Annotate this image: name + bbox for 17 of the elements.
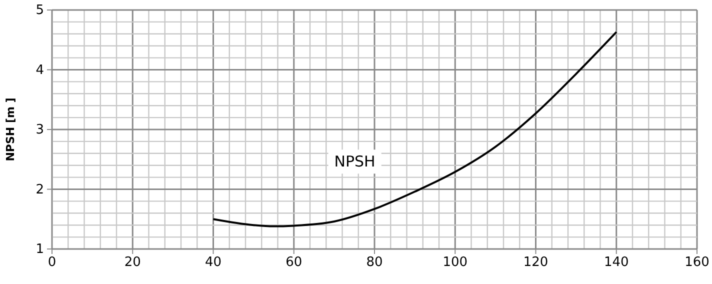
- x-tick-label: 60: [286, 255, 302, 270]
- y-tick-label: 3: [36, 122, 44, 138]
- x-tick-label: 160: [684, 255, 710, 270]
- text: NPSH: [334, 152, 376, 171]
- x-tick-label: 140: [604, 255, 629, 270]
- y-tick-label: 2: [36, 182, 44, 198]
- x-tick-label: 80: [366, 255, 383, 270]
- x-tick-label: 0: [48, 255, 56, 270]
- x-tick-label: 100: [442, 255, 468, 270]
- y-tick-label: 5: [36, 3, 44, 18]
- x-tick-label: 20: [124, 255, 141, 270]
- y-axis-title: NPSH [m ]: [4, 98, 17, 162]
- line-series: [212, 31, 618, 228]
- x-tick-label: 40: [204, 255, 222, 270]
- y-tick-label: 1: [36, 242, 44, 258]
- x-tick-label: 120: [523, 255, 548, 270]
- y-tick-label: 4: [36, 62, 44, 78]
